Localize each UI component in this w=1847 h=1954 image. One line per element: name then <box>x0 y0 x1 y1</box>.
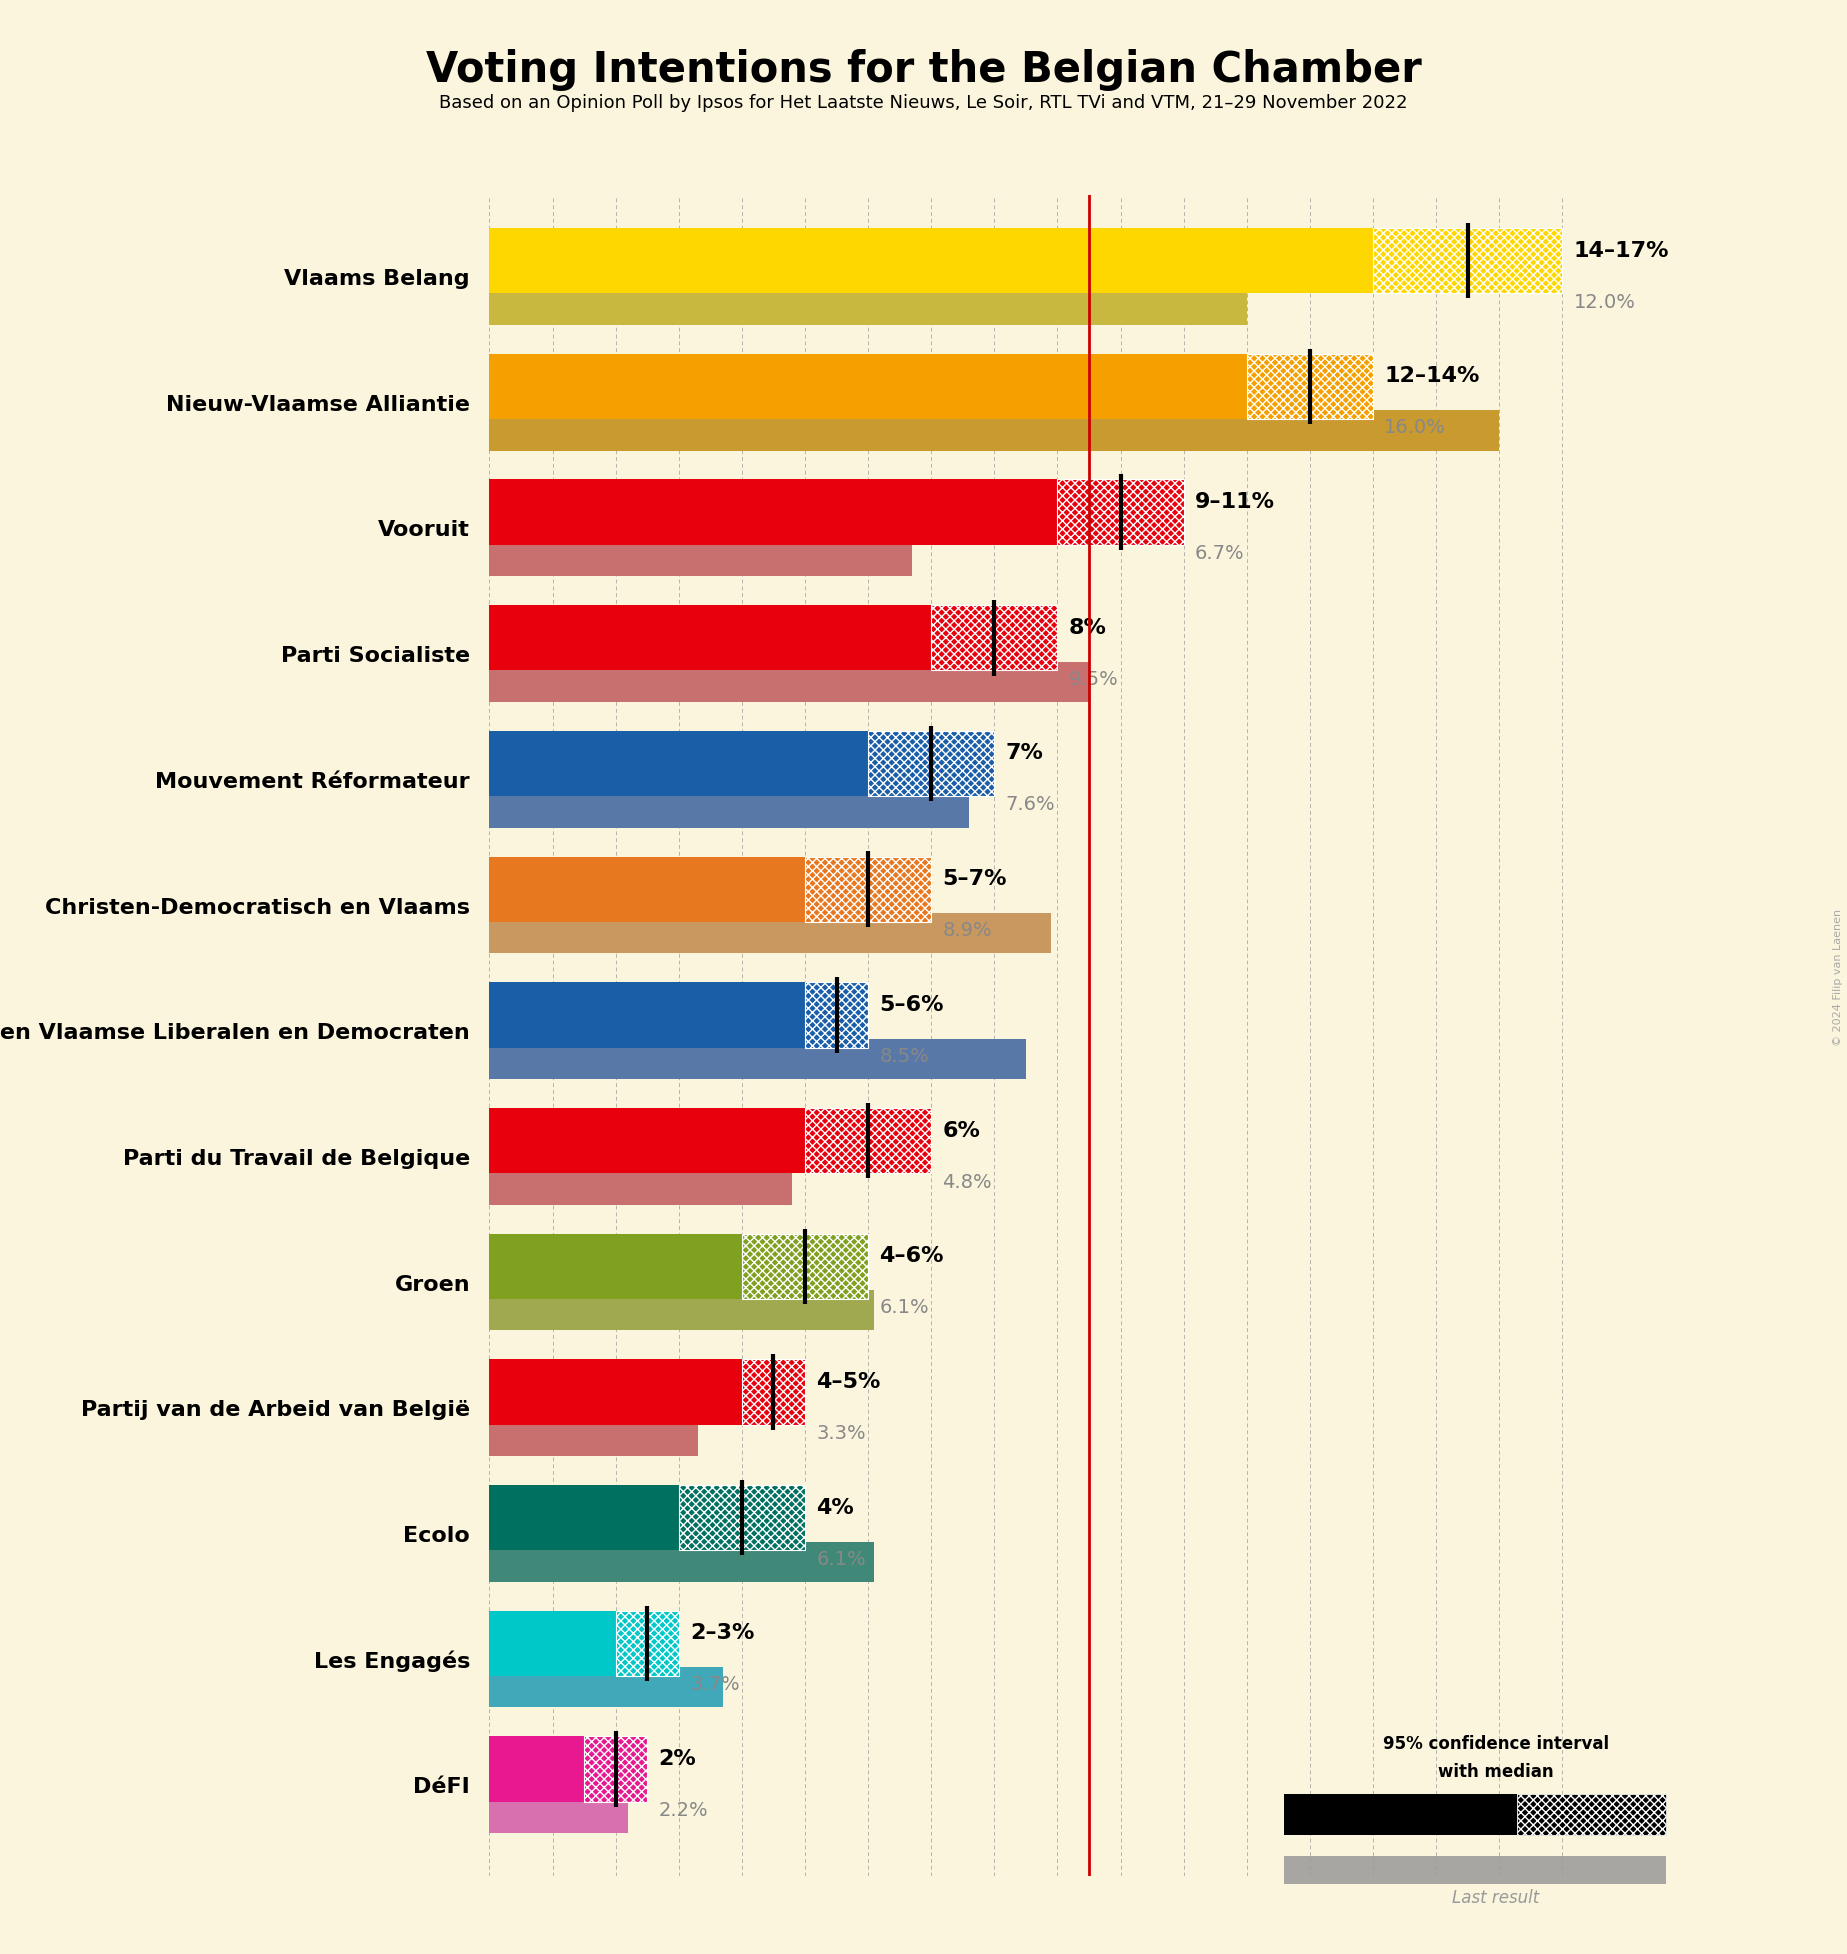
Bar <box>1372 229 1563 293</box>
Text: 9.5%: 9.5% <box>1069 670 1119 690</box>
Text: 6.1%: 6.1% <box>879 1297 929 1317</box>
Text: © 2024 Filip van Laenen: © 2024 Filip van Laenen <box>1832 909 1843 1045</box>
Text: 3.3%: 3.3% <box>816 1424 866 1442</box>
Bar <box>1056 479 1184 545</box>
Text: 5–6%: 5–6% <box>879 995 944 1014</box>
Text: 16.0%: 16.0% <box>1383 418 1446 438</box>
Text: Last result: Last result <box>1452 1890 1540 1907</box>
Text: 14–17%: 14–17% <box>1574 240 1670 260</box>
Text: 8.9%: 8.9% <box>942 920 992 940</box>
Text: 12–14%: 12–14% <box>1383 367 1479 387</box>
Bar <box>805 856 931 922</box>
Bar <box>489 1485 680 1550</box>
Bar <box>489 535 912 576</box>
Bar <box>742 1360 805 1424</box>
Bar <box>489 354 1247 418</box>
Text: 4%: 4% <box>816 1497 853 1518</box>
Text: 6%: 6% <box>942 1120 981 1141</box>
Text: 5–7%: 5–7% <box>942 870 1007 889</box>
Bar <box>931 606 1056 670</box>
Bar <box>805 983 868 1047</box>
Bar <box>584 1737 646 1802</box>
Bar <box>489 731 868 795</box>
Bar <box>489 229 1372 293</box>
Text: 2.2%: 2.2% <box>659 1802 707 1819</box>
Text: 3.7%: 3.7% <box>691 1675 741 1694</box>
Bar <box>489 1610 615 1677</box>
Text: 4.8%: 4.8% <box>942 1172 992 1192</box>
Text: 6.1%: 6.1% <box>816 1550 866 1569</box>
Text: 8.5%: 8.5% <box>879 1047 929 1065</box>
Bar <box>805 1108 931 1172</box>
Bar <box>489 983 805 1047</box>
Text: Based on an Opinion Poll by Ipsos for Het Laatste Nieuws, Le Soir, RTL TVi and V: Based on an Opinion Poll by Ipsos for He… <box>440 94 1407 111</box>
Bar <box>489 787 970 828</box>
Bar <box>868 731 994 795</box>
Bar <box>1518 1794 1666 1835</box>
Bar <box>489 479 1056 545</box>
Bar <box>489 606 931 670</box>
Text: 12.0%: 12.0% <box>1574 293 1635 313</box>
Bar <box>489 1737 584 1802</box>
Bar <box>489 1794 628 1833</box>
Bar <box>489 1040 1025 1079</box>
Bar <box>1284 1856 1666 1884</box>
Text: 95% confidence interval: 95% confidence interval <box>1383 1735 1609 1753</box>
Text: 8%: 8% <box>1069 617 1106 637</box>
Text: with median: with median <box>1439 1763 1553 1780</box>
Bar <box>489 285 1247 324</box>
Bar <box>489 1290 874 1331</box>
Text: 7.6%: 7.6% <box>1005 795 1055 815</box>
Bar <box>742 1233 868 1299</box>
Bar <box>489 662 1090 701</box>
Bar <box>489 856 805 922</box>
Text: 9–11%: 9–11% <box>1195 492 1274 512</box>
Text: 6.7%: 6.7% <box>1195 543 1245 563</box>
Bar <box>680 1485 805 1550</box>
Bar <box>489 1542 874 1581</box>
Bar <box>1247 354 1372 418</box>
Bar <box>489 1417 698 1456</box>
Bar <box>489 410 1500 451</box>
Bar <box>489 1108 805 1172</box>
Bar <box>615 1610 680 1677</box>
Bar <box>489 1165 792 1206</box>
Bar <box>489 1360 742 1424</box>
Text: 2%: 2% <box>659 1749 696 1768</box>
Text: Voting Intentions for the Belgian Chamber: Voting Intentions for the Belgian Chambe… <box>425 49 1422 90</box>
Text: 7%: 7% <box>1005 743 1044 764</box>
Bar <box>1284 1794 1518 1835</box>
Text: 4–6%: 4–6% <box>879 1247 944 1266</box>
Text: 2–3%: 2–3% <box>691 1624 755 1643</box>
Bar <box>489 913 1051 954</box>
Bar <box>489 1667 722 1708</box>
Text: 4–5%: 4–5% <box>816 1372 881 1391</box>
Bar <box>489 1233 742 1299</box>
